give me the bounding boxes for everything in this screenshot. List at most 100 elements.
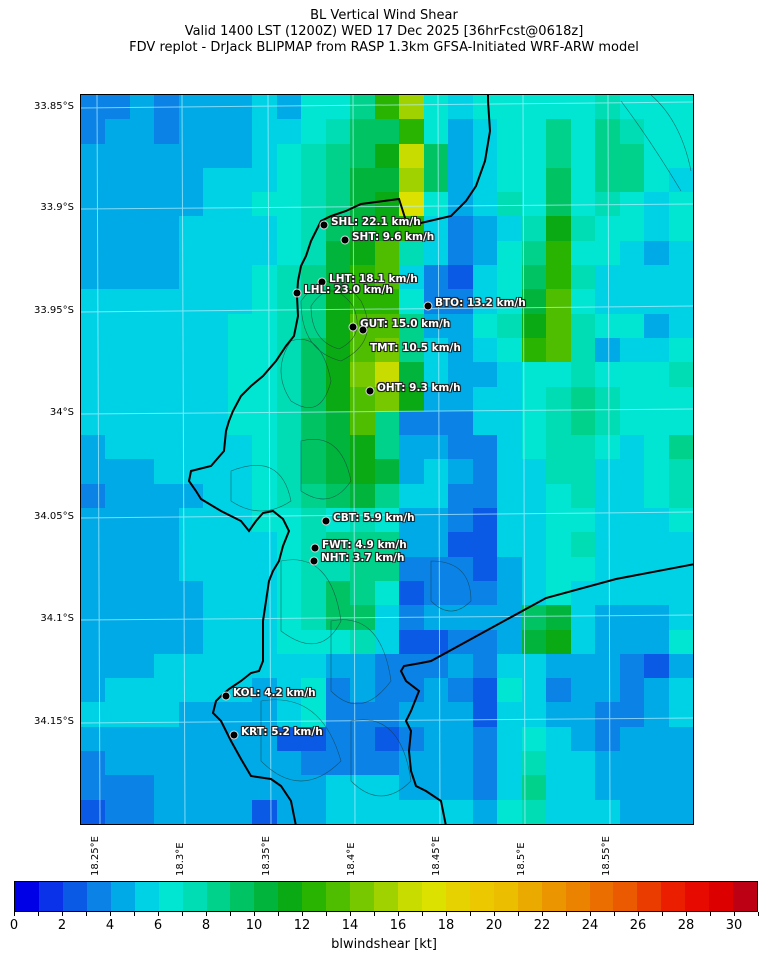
heatmap-cell	[325, 119, 351, 144]
heatmap-cell	[448, 678, 473, 703]
heatmap-cell	[178, 775, 204, 800]
heatmap-cell	[81, 580, 106, 606]
heatmap-cell	[644, 410, 669, 436]
heatmap-cell	[374, 726, 400, 752]
heatmap-cell	[81, 192, 106, 217]
heatmap-cell	[595, 532, 620, 557]
x-tick-label: 18.4°E	[346, 842, 357, 876]
heatmap-cell	[350, 799, 375, 824]
title-line-3: FDV replot - DrJack BLIPMAP from RASP 1.…	[129, 40, 639, 55]
heatmap-cell	[325, 556, 351, 581]
heatmap-cell	[325, 362, 351, 387]
heatmap-cell	[203, 799, 228, 824]
colorbar-tick-label: 24	[581, 918, 599, 933]
heatmap-cell	[374, 313, 400, 338]
heatmap-cell	[154, 726, 179, 752]
heatmap-cell	[178, 678, 204, 703]
heatmap-cell	[644, 751, 669, 776]
heatmap-cell	[399, 216, 424, 241]
heatmap-cell	[497, 289, 522, 314]
heatmap-cell	[595, 459, 620, 484]
station-marker-cbt	[321, 516, 331, 526]
heatmap-cell	[399, 435, 424, 460]
colorbar-tick	[710, 912, 711, 916]
heatmap-cell	[668, 265, 693, 290]
heatmap-cell	[374, 119, 400, 144]
heatmap-cell	[521, 289, 547, 314]
heatmap-cell	[546, 192, 571, 217]
heatmap-cell	[81, 240, 106, 266]
heatmap-cell	[81, 678, 106, 703]
heatmap-cell	[448, 289, 473, 314]
heatmap-cell	[595, 410, 620, 436]
heatmap-cell	[497, 751, 522, 776]
heatmap-cell	[203, 629, 228, 654]
heatmap-cell	[399, 532, 424, 557]
heatmap-cell	[521, 216, 547, 241]
station-marker-gut	[348, 322, 358, 332]
heatmap-cell	[570, 265, 596, 290]
heatmap-cell	[619, 289, 645, 314]
heatmap-cell	[423, 386, 449, 411]
heatmap-cell	[472, 95, 498, 120]
heatmap-cell	[227, 459, 253, 484]
heatmap-cell	[154, 459, 179, 484]
heatmap-cell	[448, 532, 473, 557]
heatmap-cell	[154, 629, 179, 654]
heatmap-cell	[497, 410, 522, 436]
heatmap-cell	[154, 216, 179, 241]
heatmap-cell	[203, 119, 228, 144]
heatmap-cell	[644, 167, 669, 193]
heatmap-cell	[546, 775, 571, 800]
heatmap-cell	[178, 653, 204, 679]
heatmap-cell	[497, 653, 522, 679]
heatmap-cell	[472, 556, 498, 581]
heatmap-cell	[374, 337, 400, 363]
heatmap-cell	[301, 702, 326, 727]
heatmap-cell	[497, 556, 522, 581]
heatmap-cell	[497, 702, 522, 727]
heatmap-cell	[448, 337, 473, 363]
heatmap-cell	[129, 313, 155, 338]
station-label-krt: KRT: 5.2 km/h	[241, 726, 323, 738]
heatmap-cell	[129, 192, 155, 217]
heatmap-cell	[668, 143, 693, 168]
heatmap-cell	[276, 483, 302, 509]
heatmap-cell	[227, 702, 253, 727]
heatmap-cell	[595, 726, 620, 752]
colorbar-tick	[254, 912, 255, 916]
colorbar-tick-label: 14	[341, 918, 359, 933]
heatmap-cell	[448, 362, 473, 387]
heatmap-cell	[154, 653, 179, 679]
colorbar-tick-label: 2	[57, 918, 67, 933]
heatmap-cell	[301, 167, 326, 193]
heatmap-cell	[105, 508, 130, 533]
heatmap-cell	[497, 483, 522, 509]
colorbar-tick	[206, 912, 207, 916]
heatmap-cell	[448, 95, 473, 120]
heatmap-cell	[644, 95, 669, 120]
heatmap-cell	[619, 726, 645, 752]
heatmap-cell	[595, 289, 620, 314]
heatmap-cell	[227, 265, 253, 290]
heatmap-cell	[399, 119, 424, 144]
heatmap-cell	[154, 410, 179, 436]
heatmap-cell	[472, 605, 498, 630]
heatmap-cell	[374, 167, 400, 193]
heatmap-cell	[301, 726, 326, 752]
heatmap-cell	[350, 775, 375, 800]
heatmap-cell	[644, 289, 669, 314]
heatmap-cell	[105, 629, 130, 654]
heatmap-cell	[325, 678, 351, 703]
station-label-fwt: FWT: 4.9 km/h	[322, 539, 407, 551]
heatmap-cell	[570, 240, 596, 266]
heatmap-cell	[276, 410, 302, 436]
colorbar-segment	[110, 882, 135, 911]
colorbar-segment	[613, 882, 638, 911]
heatmap-cell	[301, 119, 326, 144]
heatmap-cell	[81, 265, 106, 290]
heatmap-cell	[570, 678, 596, 703]
heatmap-cell	[81, 386, 106, 411]
heatmap-cell	[154, 775, 179, 800]
heatmap-cell	[644, 459, 669, 484]
